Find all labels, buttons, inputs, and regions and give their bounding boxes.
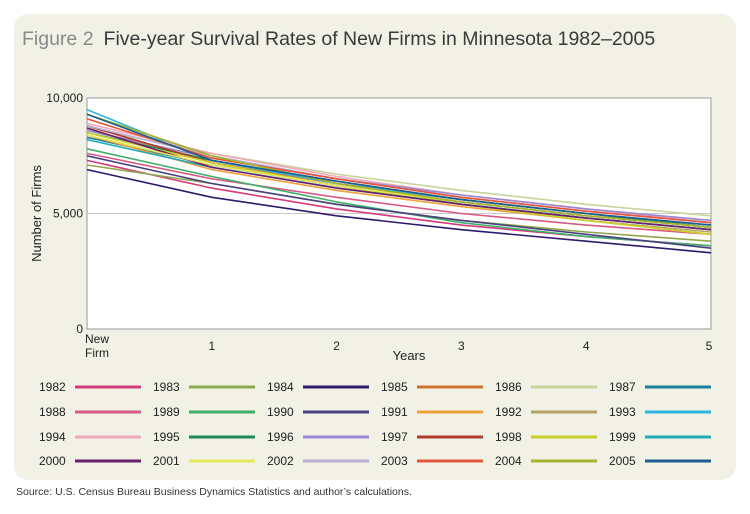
x-tick-label: 4 — [583, 339, 590, 353]
series-line-1988 — [86, 152, 712, 236]
series-line-1984 — [86, 168, 712, 254]
x-tick-label: 3 — [458, 339, 465, 353]
legend-label-1982: 1982 — [39, 380, 66, 394]
y-axis-title: Number of Firms — [29, 165, 44, 262]
legend-label-1996: 1996 — [267, 430, 294, 444]
y-tick-label: 5,000 — [53, 207, 83, 221]
x-tick-label: 2 — [333, 339, 340, 353]
legend-label-1999: 1999 — [609, 430, 636, 444]
figure-title: Figure 2 Five-year Survival Rates of New … — [22, 28, 655, 51]
source-note: Source: U.S. Census Bureau Business Dyna… — [16, 486, 412, 498]
figure-title-text: Five-year Survival Rates of New Firms in… — [103, 28, 656, 50]
legend-label-1994: 1994 — [39, 430, 66, 444]
legend-label-2001: 2001 — [153, 454, 180, 468]
legend-label-1983: 1983 — [153, 380, 180, 394]
legend-label-2004: 2004 — [495, 454, 522, 468]
legend-label-1985: 1985 — [381, 380, 408, 394]
legend-label-1995: 1995 — [153, 430, 180, 444]
series-line-2004 — [86, 113, 712, 229]
legend-label-1991: 1991 — [381, 405, 408, 419]
legend-label-1993: 1993 — [609, 405, 636, 419]
legend-label-1987: 1987 — [609, 380, 636, 394]
figure-label: Figure 2 — [22, 28, 94, 50]
legend-label-1992: 1992 — [495, 405, 522, 419]
legend-label-1986: 1986 — [495, 380, 522, 394]
legend-label-1990: 1990 — [267, 405, 294, 419]
series-line-1998 — [86, 131, 712, 236]
legend-label-2002: 2002 — [267, 454, 294, 468]
x-axis-title: Years — [393, 348, 426, 363]
series-line-1990 — [86, 155, 712, 249]
y-tick-label: 10,000 — [46, 91, 83, 105]
series-line-2003 — [86, 118, 712, 224]
legend-label-1989: 1989 — [153, 405, 180, 419]
legend-label-1998: 1998 — [495, 430, 522, 444]
legend-label-2000: 2000 — [39, 454, 66, 468]
legend-label-2003: 2003 — [381, 454, 408, 468]
x-tick-label: Firm — [85, 346, 109, 360]
y-tick-label: 0 — [76, 322, 83, 336]
series-line-2005 — [86, 113, 712, 226]
legend-label-1988: 1988 — [39, 405, 66, 419]
x-tick-label: 5 — [706, 339, 713, 353]
legend-label-1984: 1984 — [267, 380, 294, 394]
legend-label-2005: 2005 — [609, 454, 636, 468]
x-tick-label: New — [85, 332, 109, 346]
legend-label-1997: 1997 — [381, 430, 408, 444]
x-tick-label: 1 — [208, 339, 215, 353]
